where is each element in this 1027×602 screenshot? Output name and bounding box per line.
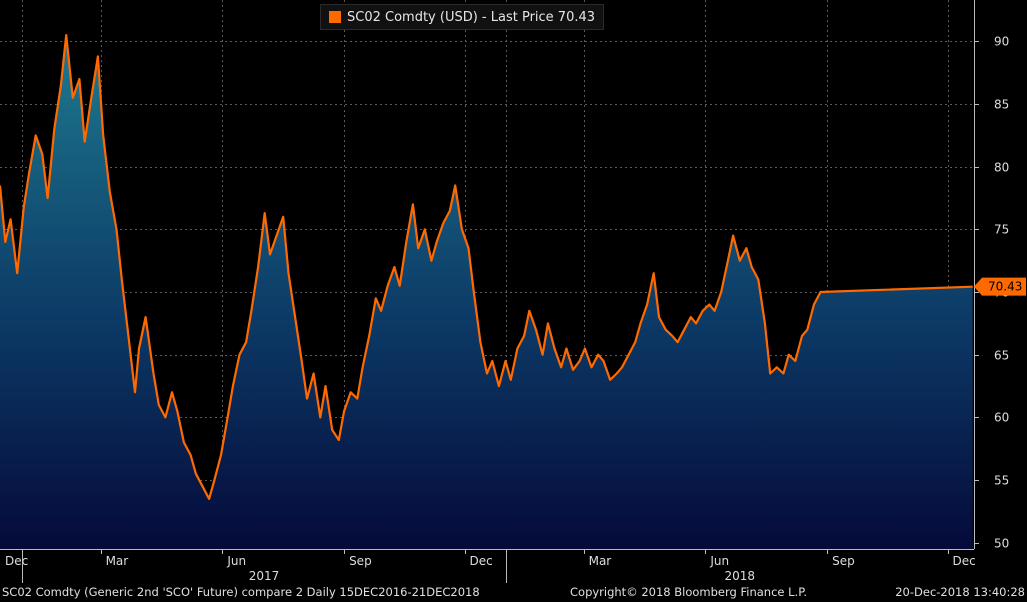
y-tick-label: 65	[994, 349, 1009, 363]
chart-legend: SC02 Comdty (USD) - Last Price 70.43	[320, 4, 605, 30]
y-tick-label: 80	[994, 161, 1009, 175]
y-tick-label: 85	[994, 98, 1009, 112]
y-tick-label: 90	[994, 35, 1009, 49]
legend-label: SC02 Comdty (USD) - Last Price 70.43	[347, 9, 596, 25]
last-price-tag	[974, 277, 1026, 296]
y-tick-label: 60	[994, 411, 1009, 425]
y-tick-label: 50	[994, 537, 1009, 551]
price-line	[0, 34, 973, 500]
x-tick-label: Jun	[226, 554, 246, 568]
x-tick-label: Dec	[5, 554, 28, 568]
footer-timestamp: 20-Dec-2018 13:40:28	[895, 585, 1025, 599]
y-tick-label: 55	[994, 474, 1009, 488]
y-axis: 505560657075808590	[974, 35, 1009, 551]
price-area-fill	[0, 35, 973, 550]
x-tick-label: Mar	[106, 554, 129, 568]
x-tick-label: Dec	[470, 554, 493, 568]
chart-footer: SC02 Comdty (Generic 2nd 'SCO' Future) c…	[0, 583, 1027, 602]
last-price-tag-label: 70.43	[988, 280, 1022, 294]
x-tick-label: Sep	[832, 554, 855, 568]
footer-copyright: Copyright© 2018 Bloomberg Finance L.P.	[570, 585, 807, 599]
footer-security-description: SC02 Comdty (Generic 2nd 'SCO' Future) c…	[2, 585, 480, 599]
x-year-label: 2018	[724, 569, 755, 583]
y-tick-label: 75	[994, 223, 1009, 237]
x-year-label: 2017	[249, 569, 280, 583]
x-tick-label: Sep	[349, 554, 372, 568]
legend-swatch	[329, 11, 341, 23]
x-axis: Dec Mar Jun Sep Dec Mar Jun Sep Dec 2017 2018	[5, 549, 976, 583]
x-tick-label: Mar	[589, 554, 612, 568]
last-price-marker: 70.43	[974, 277, 1026, 296]
x-tick-label: Dec	[953, 554, 976, 568]
x-tick-label: Jun	[709, 554, 729, 568]
